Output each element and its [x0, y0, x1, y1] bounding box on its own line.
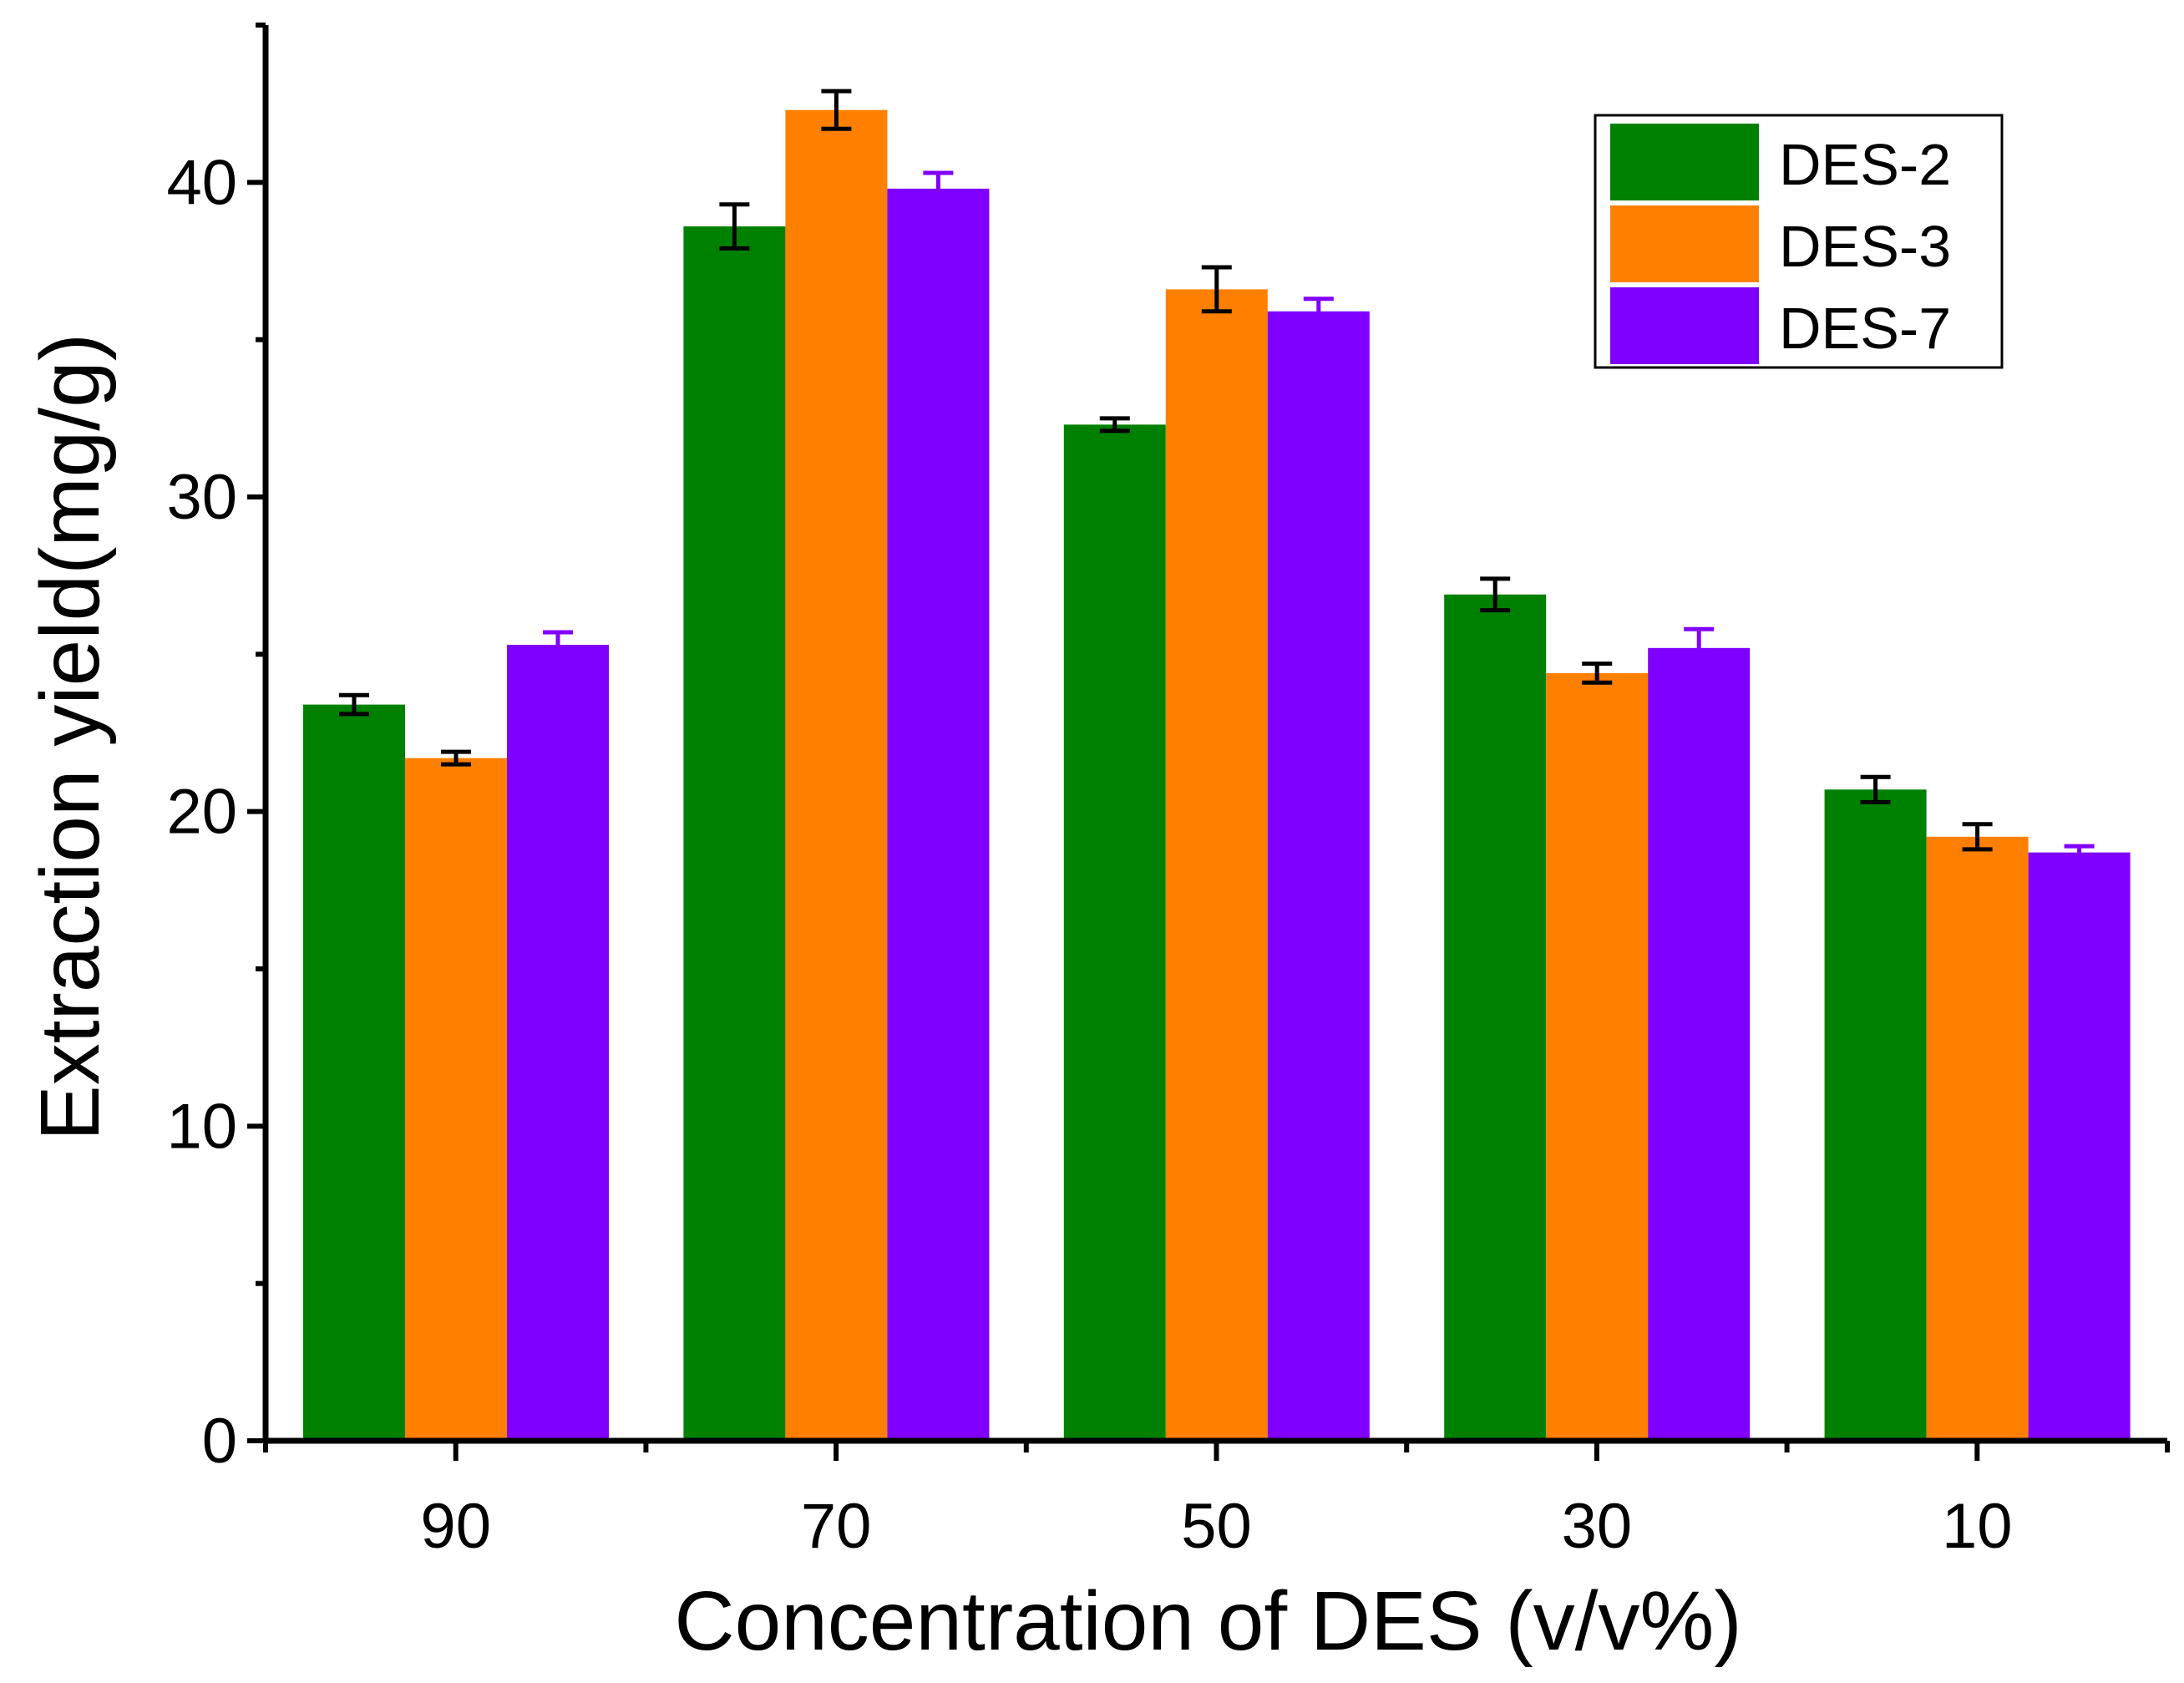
error-bar [2064, 844, 2095, 861]
y-tick-label: 30 [166, 462, 237, 533]
bar-des-7-70 [887, 188, 990, 1441]
legend-label: DES-7 [1779, 296, 1951, 361]
error-bar [1684, 626, 1715, 669]
legend-swatch-des-7 [1610, 287, 1759, 364]
error-bar [1962, 822, 1993, 852]
x-tick-label: 50 [1181, 1491, 1252, 1562]
error-bar [1582, 662, 1613, 685]
error-bar [441, 749, 471, 767]
error-bars-layer [339, 89, 2095, 861]
bar-des-3-70 [785, 109, 888, 1442]
error-bar [1303, 297, 1334, 327]
bar-des-2-50 [1063, 424, 1166, 1441]
bar-des-7-50 [1267, 311, 1370, 1442]
bar-des-7-90 [507, 645, 609, 1441]
error-bar [719, 202, 750, 251]
x-tick-label: 30 [1562, 1491, 1633, 1562]
legend-swatch-des-2 [1610, 124, 1759, 200]
ticks-layer: 0 10 20 30 40 90 70 50 30 10 [166, 23, 2170, 1562]
error-bar [339, 692, 369, 717]
x-tick-label: 10 [1942, 1491, 2013, 1562]
legend-label: DES-2 [1779, 132, 1951, 197]
bar-des-2-70 [683, 226, 786, 1442]
bar-des-2-10 [1824, 789, 1927, 1441]
error-bar [821, 89, 852, 131]
y-tick-label: 20 [166, 777, 237, 848]
bar-des-3-50 [1165, 289, 1268, 1441]
bar-des-3-10 [1926, 836, 2029, 1441]
error-bar [1099, 416, 1130, 433]
bar-des-7-10 [2028, 852, 2131, 1441]
bar-des-3-30 [1546, 672, 1649, 1441]
bars-layer [303, 109, 2131, 1442]
legend: DES-2 DES-3 DES-7 [1594, 114, 2004, 369]
legend-swatch-des-3 [1610, 205, 1759, 282]
y-axis-title: Extraction yield(mg/g) [23, 333, 117, 1141]
y-tick-label: 10 [166, 1091, 237, 1162]
error-bar [543, 630, 573, 660]
x-axis-title: Concentration of DES (v/v%) [674, 1574, 1741, 1668]
x-tick-label: 70 [801, 1491, 872, 1562]
bar-des-7-30 [1648, 647, 1751, 1441]
bar-des-2-30 [1444, 594, 1547, 1441]
y-tick-label: 40 [166, 147, 237, 218]
error-bar [923, 170, 954, 207]
error-bar [1201, 265, 1232, 314]
legend-label: DES-3 [1779, 214, 1951, 279]
y-tick-label: 0 [202, 1406, 237, 1477]
bar-des-3-90 [405, 758, 507, 1441]
error-bar [1480, 576, 1511, 613]
error-bar [1860, 774, 1891, 804]
bar-des-2-90 [303, 704, 405, 1441]
x-tick-label: 90 [420, 1491, 491, 1562]
